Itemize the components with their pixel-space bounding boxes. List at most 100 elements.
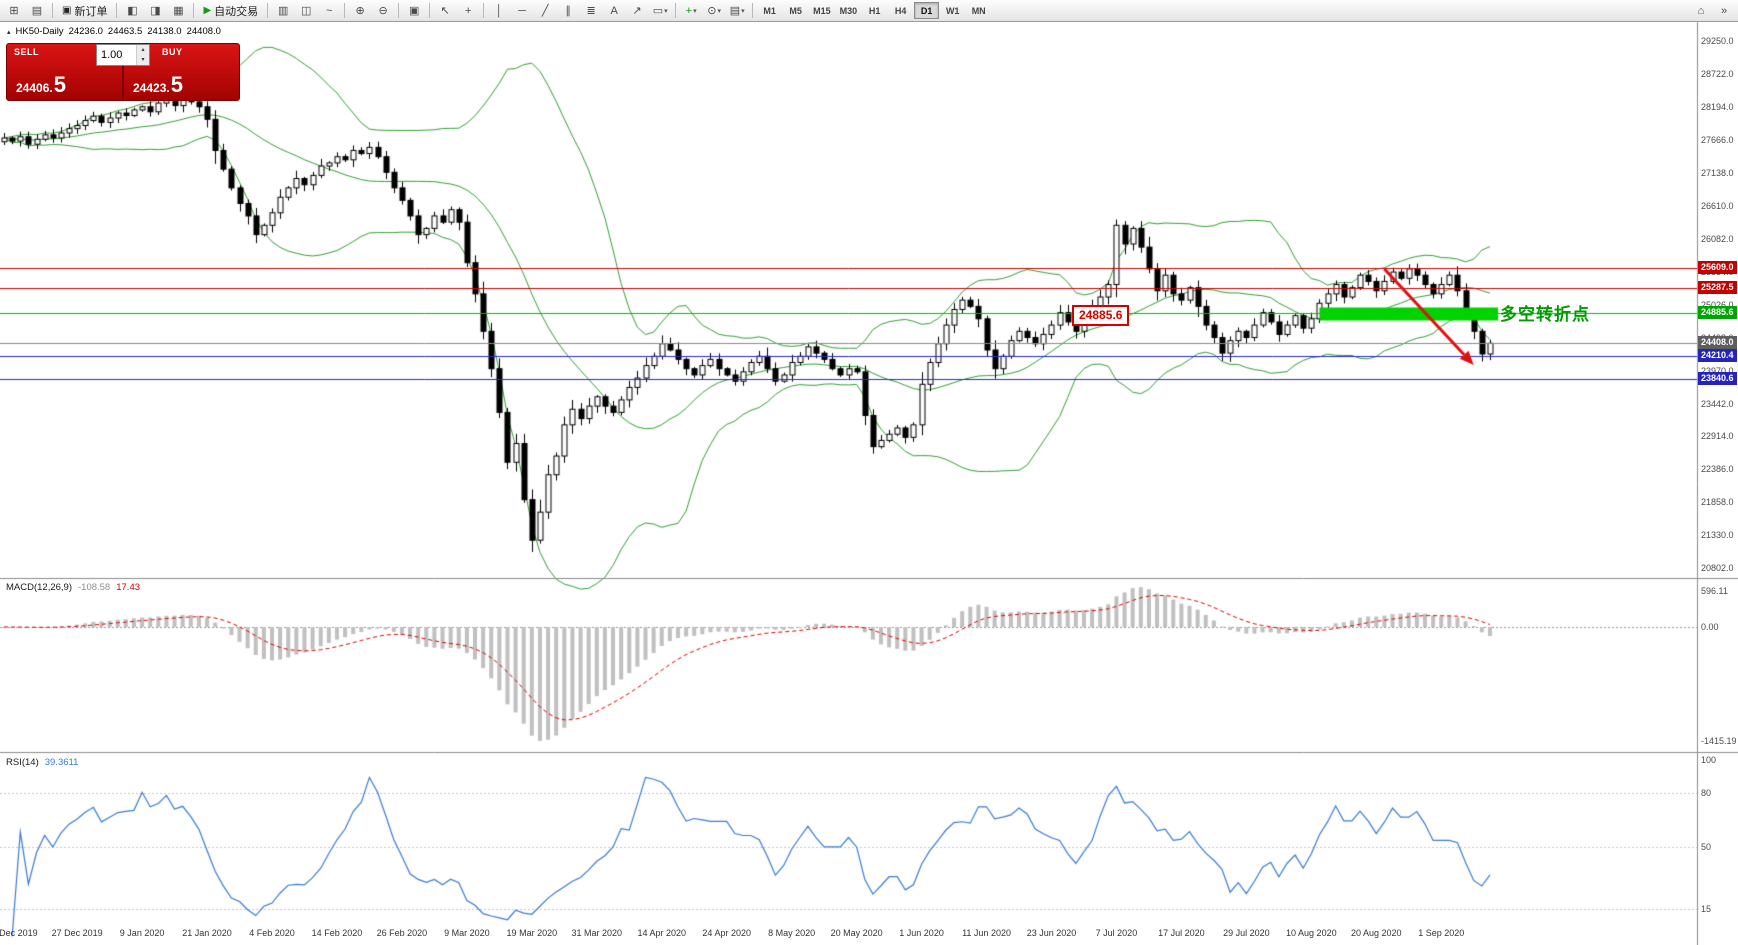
fibonacci-icon[interactable]: ≣ (580, 1, 602, 20)
date-axis-label: 14 Apr 2020 (637, 928, 687, 938)
chart-title: HK50-Daily (15, 26, 64, 37)
toolbar-separator (429, 3, 431, 18)
rsi-scale-label: 80 (1701, 788, 1712, 799)
profiles-icon[interactable]: ▤ (26, 1, 48, 20)
rsi-label-row: RSI(14) 39.3611 (6, 757, 78, 768)
arrow-tool-icon[interactable]: ↗ (626, 1, 648, 20)
market-watch-icon-glyph: ◧ (127, 5, 138, 17)
vertical-line-icon-glyph: │ (495, 4, 503, 17)
toolbar-separator (193, 3, 195, 18)
price-axis-label: 26610.0 (1701, 200, 1734, 211)
annotation-text[interactable]: 多空转折点 (1500, 305, 1590, 324)
shapes-icon[interactable]: ▭ ▾ (649, 1, 671, 20)
collapse-panel-icon[interactable]: ▴ (7, 28, 11, 36)
channel-icon[interactable]: ∥ (557, 1, 579, 20)
cursor-icon[interactable]: ↖ (434, 1, 456, 20)
templates-icon[interactable]: ▤ ▾ (726, 1, 748, 20)
dropdown-caret-icon: ▾ (717, 7, 722, 15)
macd-main-value: -108.58 (78, 582, 111, 593)
timeframe-button-m15[interactable]: M15 (813, 5, 831, 16)
overflow-icon[interactable]: » (1713, 1, 1735, 20)
rsi-scale-label: 100 (1701, 755, 1717, 765)
date-axis-label: 1 Sep 2020 (1418, 928, 1465, 938)
toolbar-separator (398, 3, 400, 18)
text-icon-glyph: A (610, 4, 618, 17)
candlestick-chart-icon[interactable]: ◫ (295, 1, 317, 20)
timeframe-button-mn[interactable]: MN (971, 5, 986, 16)
fibonacci-icon-glyph: ≣ (586, 5, 596, 17)
vertical-line-icon[interactable]: │ (488, 1, 510, 20)
indicators-icon-glyph: + (685, 4, 693, 17)
new-chart-icon[interactable]: ⊞ (3, 1, 25, 20)
data-window-icon[interactable]: ◨ (144, 1, 166, 20)
autotrading-button[interactable]: ▶ 自动交易 (198, 2, 263, 19)
profiles-icon-glyph: ▤ (31, 5, 43, 17)
price-axis-label: 26082.0 (1701, 233, 1734, 244)
volume-up-icon[interactable]: ▴ (137, 45, 149, 55)
help-icon-glyph: ⌂ (1697, 4, 1705, 17)
macd-label: MACD(12,26,9) (6, 582, 72, 593)
price-axis-label: 23442.0 (1701, 398, 1734, 409)
price-axis-label: 22914.0 (1701, 431, 1734, 442)
volume-down-icon[interactable]: ▾ (137, 55, 149, 65)
date-axis-label: 9 Mar 2020 (444, 928, 490, 938)
line-chart-icon[interactable]: ~ (318, 1, 340, 20)
zoom-in-icon[interactable]: ⊕ (349, 1, 371, 20)
macd-scale-max: 596.11 (1701, 586, 1728, 596)
volume-spinner: ▴ ▾ (136, 45, 149, 65)
timeframe-button-m1[interactable]: M1 (763, 5, 776, 16)
trendline-icon[interactable]: ╱ (534, 1, 556, 20)
price-axis-label: 27666.0 (1701, 135, 1734, 146)
navigator-icon-glyph: ▦ (173, 5, 184, 17)
rsi-scale-label: 50 (1701, 841, 1712, 852)
autotrading-button-glyph: ▶ (203, 5, 212, 16)
timeframe-button-h1[interactable]: H1 (868, 5, 881, 16)
new-order-button[interactable]: ▣ 新订单 (57, 2, 112, 19)
new-order-button-text: 新订单 (74, 5, 108, 18)
timeframe-button-h4[interactable]: H4 (894, 5, 907, 16)
periods-icon-glyph: ⊙ (707, 5, 717, 17)
tile-windows-icon[interactable]: ▣ (403, 1, 425, 20)
timeframe-button-m30[interactable]: M30 (839, 5, 858, 16)
timeframe-button-d1[interactable]: D1 (914, 2, 940, 19)
navigator-icon[interactable]: ▦ (167, 1, 189, 20)
periods-icon[interactable]: ⊙ ▾ (703, 1, 725, 20)
zoom-in-icon-glyph: ⊕ (355, 5, 365, 17)
zoom-out-icon[interactable]: ⊖ (372, 1, 394, 20)
indicators-icon[interactable]: + ▾ (680, 1, 702, 20)
price-line-tag: 23840.6 (1698, 371, 1737, 385)
timeframe-button-w1[interactable]: W1 (945, 5, 960, 16)
trendline-icon-glyph: ╱ (541, 5, 549, 17)
horizontal-line-icon[interactable]: ─ (511, 1, 533, 20)
macd-label-row: MACD(12,26,9) -108.58 17.43 (6, 582, 140, 593)
price-flag-label[interactable]: 24885.6 (1072, 305, 1130, 326)
one-click-trading-panel: SELL 24406. 5 BUY 24423. 5 ▴ ▾ (6, 43, 240, 101)
text-icon[interactable]: A (603, 1, 625, 20)
toolbar-separator (52, 3, 53, 18)
date-axis-label: 29 Jul 2020 (1223, 928, 1270, 938)
arrow-tool-icon-glyph: ↗ (632, 5, 642, 17)
macd-signal-value: 17.43 (116, 582, 141, 593)
market-watch-icon[interactable]: ◧ (121, 1, 143, 20)
timeframe-button-m5[interactable]: M5 (789, 5, 802, 16)
chart-title-row: ▴ HK50-Daily 24236.0 24463.5 24138.0 244… (7, 26, 221, 37)
candlestick-chart-icon-glyph: ◫ (300, 5, 312, 17)
bar-chart-icon[interactable]: ▥ (272, 1, 294, 20)
toolbar-separator (116, 3, 118, 18)
date-axis-label: 10 Aug 2020 (1286, 928, 1337, 938)
volume-input[interactable] (97, 45, 136, 65)
date-axis-label: 11 Jun 2020 (962, 928, 1011, 938)
price-line-tag: 24210.4 (1698, 348, 1737, 362)
date-axis-label: 17 Jul 2020 (1158, 928, 1205, 938)
sell-price-main: 24406. (16, 81, 53, 95)
date-axis-label: 20 Aug 2020 (1350, 928, 1402, 938)
date-axis-label: 23 Jun 2020 (1026, 928, 1077, 938)
crosshair-icon[interactable]: + (457, 1, 479, 20)
ohlc-open: 24236.0 (68, 26, 103, 37)
date-axis-label: 26 Feb 2020 (376, 928, 428, 938)
toolbar-separator (344, 3, 346, 18)
date-axis-label: 14 Feb 2020 (311, 928, 363, 938)
help-icon[interactable]: ⌂ (1690, 1, 1712, 20)
date-axis-label: 7 Jul 2020 (1095, 928, 1138, 938)
